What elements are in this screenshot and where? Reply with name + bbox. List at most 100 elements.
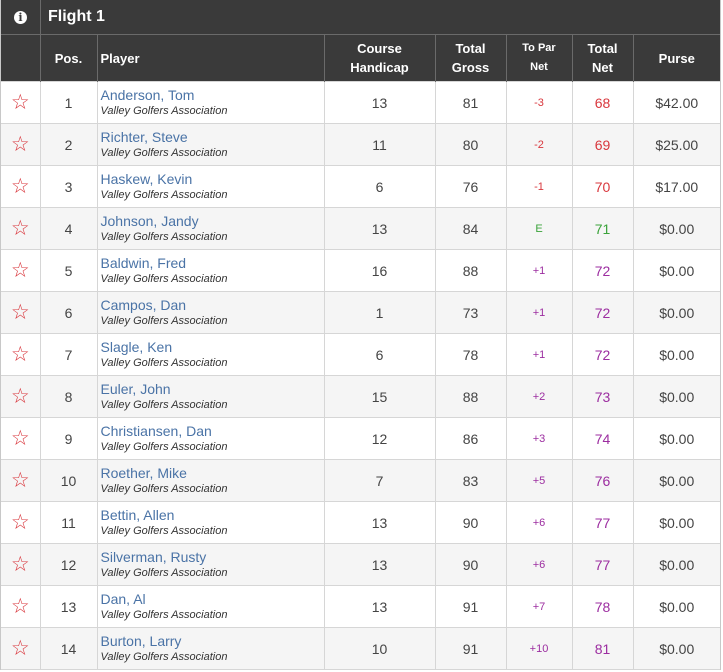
star-outline-icon[interactable]: ☆ — [10, 636, 30, 660]
star-outline-icon[interactable]: ☆ — [10, 342, 30, 366]
col-course-handicap: Course Handicap — [323, 34, 435, 82]
player-club: Valley Golfers Association — [100, 272, 228, 285]
player-name-link[interactable]: Johnson, Jandy — [100, 212, 199, 229]
course-handicap: 12 — [323, 417, 435, 460]
player-name-link[interactable]: Haskew, Kevin — [100, 170, 193, 187]
star-outline-icon[interactable]: ☆ — [10, 426, 30, 450]
total-net: 76 — [571, 459, 633, 502]
player-name-link[interactable]: Bettin, Allen — [100, 506, 175, 523]
player-cell: Roether, Mike Valley Golfers Association — [96, 459, 324, 502]
player-name-link[interactable]: Burton, Larry — [100, 632, 182, 649]
info-button[interactable]: i — [1, 0, 41, 34]
purse: $0.00 — [632, 417, 720, 460]
total-net: 72 — [571, 249, 633, 292]
total-gross: 76 — [434, 165, 506, 208]
star-outline-icon[interactable]: ☆ — [10, 594, 30, 618]
course-handicap: 6 — [323, 165, 435, 208]
purse: $0.00 — [632, 585, 720, 628]
player-cell: Anderson, Tom Valley Golfers Association — [96, 81, 324, 124]
header-row: Pos. Player Course Handicap Total Gross To… — [1, 34, 720, 82]
to-par-net: +1 — [505, 333, 572, 376]
table-row: ☆ 7 Slagle, Ken Valley Golfers Association 6… — [1, 333, 720, 376]
purse: $0.00 — [632, 207, 720, 250]
course-handicap: 6 — [323, 333, 435, 376]
player-name-link[interactable]: Euler, John — [100, 380, 171, 397]
star-outline-icon[interactable]: ☆ — [10, 552, 30, 576]
favorite-cell: ☆ — [1, 375, 40, 418]
star-outline-icon[interactable]: ☆ — [10, 384, 30, 408]
player-club: Valley Golfers Association — [100, 356, 228, 369]
total-net: 72 — [571, 291, 633, 334]
total-gross: 91 — [434, 585, 506, 628]
favorite-cell: ☆ — [1, 585, 40, 628]
total-gross: 84 — [434, 207, 506, 250]
purse: $0.00 — [632, 333, 720, 376]
total-gross: 90 — [434, 543, 506, 586]
player-club: Valley Golfers Association — [100, 524, 228, 537]
course-handicap: 13 — [323, 585, 435, 628]
course-handicap: 1 — [323, 291, 435, 334]
table-row: ☆ 12 Silverman, Rusty Valley Golfers Associ… — [1, 543, 720, 586]
star-outline-icon[interactable]: ☆ — [10, 132, 30, 156]
table-row: ☆ 10 Roether, Mike Valley Golfers Associati… — [1, 459, 720, 502]
player-cell: Slagle, Ken Valley Golfers Association — [96, 333, 324, 376]
player-name-link[interactable]: Roether, Mike — [100, 464, 187, 481]
star-outline-icon[interactable]: ☆ — [10, 300, 30, 324]
total-gross: 80 — [434, 123, 506, 166]
star-outline-icon[interactable]: ☆ — [10, 258, 30, 282]
player-name-link[interactable]: Anderson, Tom — [100, 86, 195, 103]
player-name-link[interactable]: Baldwin, Fred — [100, 254, 187, 271]
player-club: Valley Golfers Association — [100, 440, 228, 453]
position: 7 — [39, 333, 97, 376]
player-club: Valley Golfers Association — [100, 188, 228, 201]
player-name-link[interactable]: Richter, Steve — [100, 128, 188, 145]
position: 5 — [39, 249, 97, 292]
total-gross: 78 — [434, 333, 506, 376]
col-pos: Pos. — [39, 34, 97, 82]
player-name-link[interactable]: Dan, Al — [100, 590, 146, 607]
player-cell: Dan, Al Valley Golfers Association — [96, 585, 324, 628]
total-gross: 73 — [434, 291, 506, 334]
total-gross: 83 — [434, 459, 506, 502]
player-club: Valley Golfers Association — [100, 146, 228, 159]
to-par-net: +1 — [505, 249, 572, 292]
star-outline-icon[interactable]: ☆ — [10, 216, 30, 240]
player-cell: Euler, John Valley Golfers Association — [96, 375, 324, 418]
total-gross: 81 — [434, 81, 506, 124]
player-club: Valley Golfers Association — [100, 650, 228, 663]
to-par-net: +5 — [505, 459, 572, 502]
player-cell: Christiansen, Dan Valley Golfers Associat… — [96, 417, 324, 460]
favorite-cell: ☆ — [1, 165, 40, 208]
player-club: Valley Golfers Association — [100, 230, 228, 243]
favorite-cell: ☆ — [1, 627, 40, 670]
player-name-link[interactable]: Slagle, Ken — [100, 338, 173, 355]
player-name-link[interactable]: Christiansen, Dan — [100, 422, 212, 439]
position: 10 — [39, 459, 97, 502]
table-row: ☆ 3 Haskew, Kevin Valley Golfers Associatio… — [1, 165, 720, 208]
purse: $0.00 — [632, 459, 720, 502]
player-club: Valley Golfers Association — [100, 482, 228, 495]
player-name-link[interactable]: Campos, Dan — [100, 296, 187, 313]
player-cell: Haskew, Kevin Valley Golfers Association — [96, 165, 324, 208]
position: 6 — [39, 291, 97, 334]
course-handicap: 7 — [323, 459, 435, 502]
player-cell: Johnson, Jandy Valley Golfers Association — [96, 207, 324, 250]
star-outline-icon[interactable]: ☆ — [10, 90, 30, 114]
player-club: Valley Golfers Association — [100, 398, 228, 411]
table-row: ☆ 2 Richter, Steve Valley Golfers Associati… — [1, 123, 720, 166]
course-handicap: 13 — [323, 543, 435, 586]
course-handicap: 15 — [323, 375, 435, 418]
total-gross: 88 — [434, 375, 506, 418]
course-handicap: 13 — [323, 207, 435, 250]
star-outline-icon[interactable]: ☆ — [10, 468, 30, 492]
purse: $0.00 — [632, 375, 720, 418]
total-net: 81 — [571, 627, 633, 670]
to-par-net: +10 — [505, 627, 572, 670]
star-outline-icon[interactable]: ☆ — [10, 174, 30, 198]
course-handicap: 16 — [323, 249, 435, 292]
total-net: 70 — [571, 165, 633, 208]
player-name-link[interactable]: Silverman, Rusty — [100, 548, 207, 565]
purse: $0.00 — [632, 501, 720, 544]
star-outline-icon[interactable]: ☆ — [10, 510, 30, 534]
table-row: ☆ 4 Johnson, Jandy Valley Golfers Associati… — [1, 207, 720, 250]
